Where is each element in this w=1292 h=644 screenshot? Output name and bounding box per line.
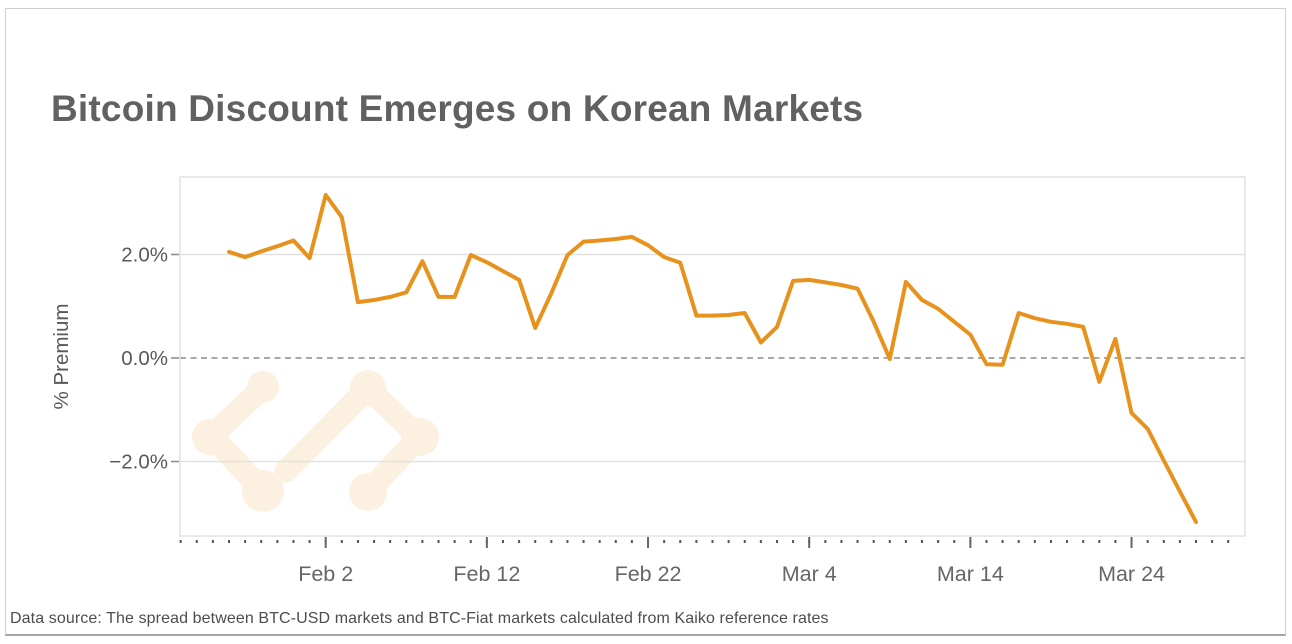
chart-card: Bitcoin Discount Emerges on Korean Marke… [5, 8, 1286, 636]
data-source-caption: Data source: The spread between BTC-USD … [10, 610, 829, 627]
chart-title: Bitcoin Discount Emerges on Korean Marke… [51, 88, 864, 129]
